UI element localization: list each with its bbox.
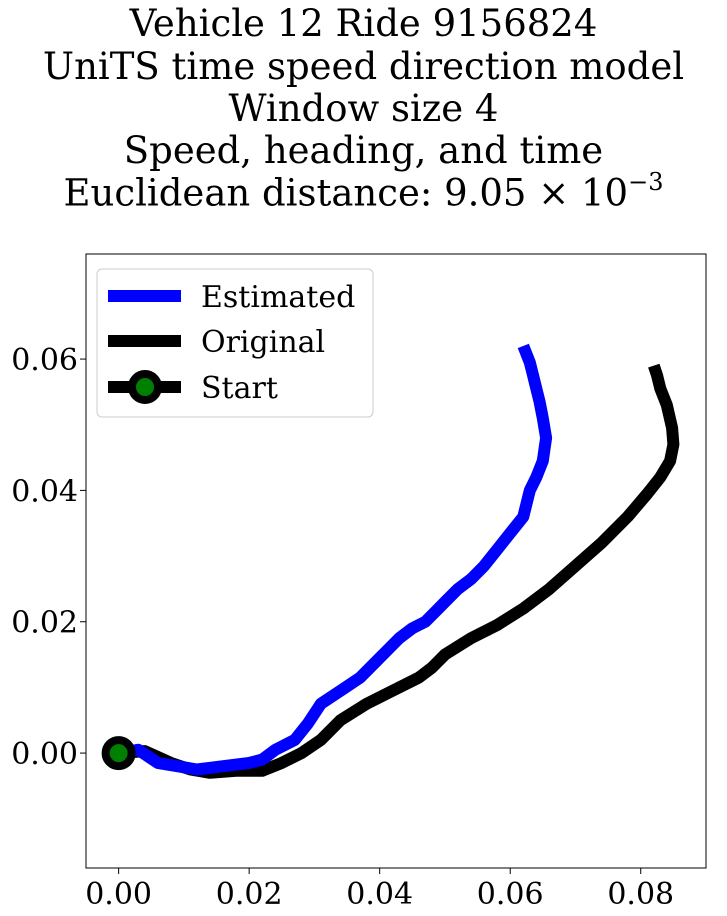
legend-estimated-label: Estimated — [201, 280, 355, 315]
x-tick-label: 0.02 — [216, 877, 283, 912]
legend-start-marker — [128, 370, 162, 404]
chart-title-line-3: Window size 4 — [228, 87, 499, 130]
series-estimated-line — [117, 343, 553, 776]
legend-box — [96, 268, 374, 418]
chart-title-line-2: UniTS time speed direction model — [42, 45, 685, 88]
x-tick-label: 0.00 — [85, 877, 152, 912]
chart-title-line-1: Vehicle 12 Ride 9156824 — [129, 2, 598, 45]
chart-title-line-4: Speed, heading, and time — [123, 129, 604, 172]
plot-area-frame — [85, 253, 707, 869]
x-tick-label: 0.06 — [477, 877, 544, 912]
chart-title-exponent: −3 — [628, 168, 664, 196]
chart-title-line-5: Euclidean distance: 9.05 × 10−3 — [0, 168, 727, 215]
chart-title-distance: Euclidean distance: 9.05 × 10 — [63, 171, 629, 215]
series-original-line — [118, 363, 680, 779]
y-tick-label: 0.02 — [11, 606, 78, 641]
y-tick-label: 0.04 — [11, 474, 78, 509]
y-tick-label: 0.00 — [11, 737, 78, 772]
start-marker — [101, 736, 136, 771]
x-tick-label: 0.04 — [346, 877, 413, 912]
y-tick-label: 0.06 — [11, 343, 78, 378]
x-tick-label: 0.08 — [607, 877, 674, 912]
legend-original-label: Original — [201, 325, 325, 360]
legend-start-label: Start — [201, 371, 278, 406]
